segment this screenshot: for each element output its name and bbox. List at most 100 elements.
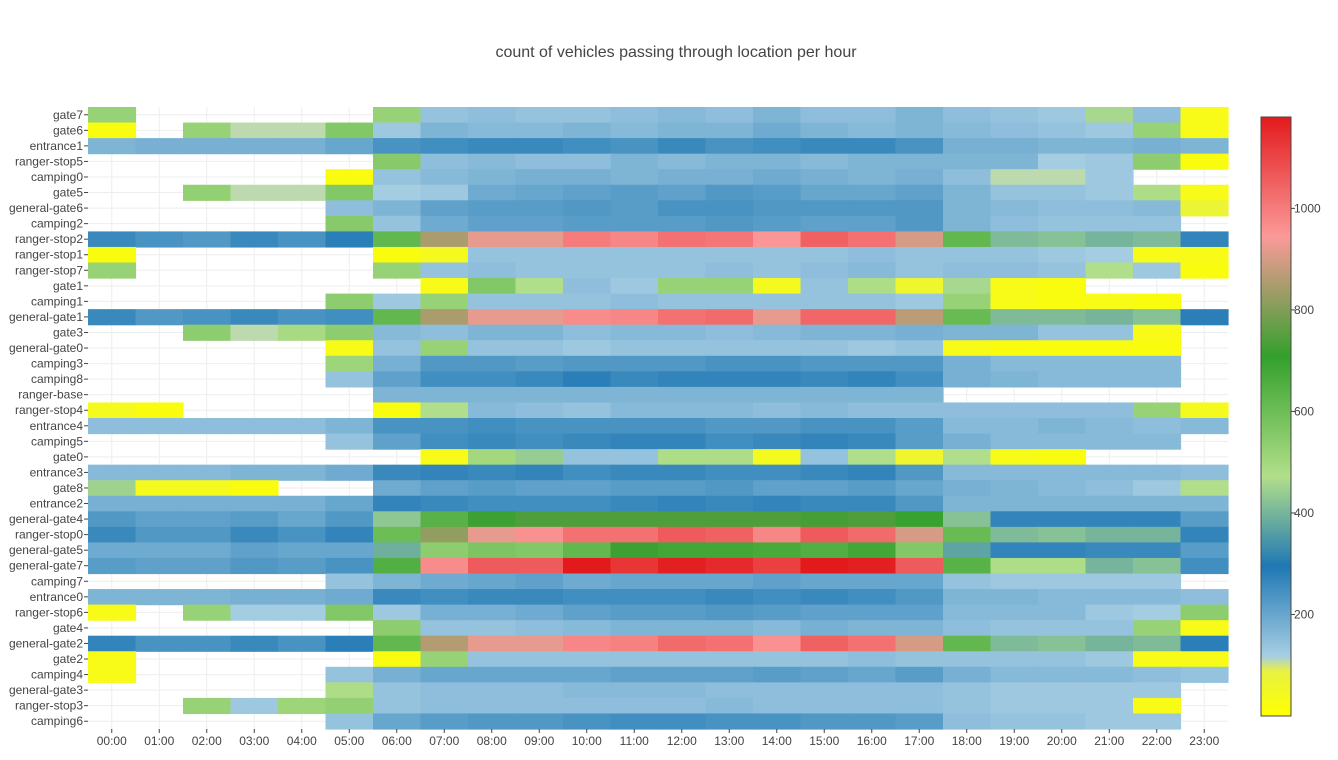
heatmap-cell [563, 433, 612, 450]
heatmap-cell [1038, 526, 1087, 543]
heatmap-cell [135, 495, 184, 512]
heatmap-cell [990, 246, 1039, 264]
heatmap-cell [753, 122, 802, 139]
heatmap-cell [943, 542, 992, 559]
heatmap-cell [88, 138, 137, 155]
heatmap-cell [895, 589, 944, 606]
heatmap-cell [990, 200, 1039, 217]
heatmap-cell [1085, 682, 1134, 699]
heatmap-cell [895, 153, 944, 170]
heatmap-cell [230, 464, 279, 481]
heatmap-cell [610, 355, 659, 372]
heatmap-cell [88, 526, 137, 543]
heatmap-cell [515, 495, 564, 512]
heatmap-cell [753, 620, 802, 637]
heatmap-cell [468, 589, 517, 606]
y-tick-label: general-gate6 [9, 201, 83, 215]
heatmap-cell [943, 371, 992, 388]
heatmap-cell [278, 589, 327, 606]
heatmap-cell [135, 589, 184, 606]
heatmap-cell [230, 526, 279, 543]
heatmap-cell [420, 573, 469, 590]
heatmap-cell [1038, 231, 1087, 248]
heatmap-cell [990, 511, 1039, 528]
heatmap-cell [990, 138, 1039, 155]
heatmap-cell [468, 651, 517, 668]
heatmap-cell [563, 480, 612, 497]
heatmap-cell [325, 542, 374, 559]
heatmap-cell [468, 340, 517, 357]
heatmap-cell [325, 635, 374, 652]
heatmap-cell [848, 293, 897, 310]
heatmap-cell [1180, 107, 1229, 124]
heatmap-cell [278, 542, 327, 559]
heatmap-cell [373, 169, 422, 186]
heatmap-cell [943, 433, 992, 450]
heatmap-cell [420, 246, 469, 264]
heatmap-cell [563, 682, 612, 699]
heatmap-cell [753, 589, 802, 606]
heatmap-cell [1085, 433, 1134, 450]
heatmap-cell [658, 324, 707, 341]
y-tick-label: ranger-stop5 [15, 154, 83, 168]
heatmap-cell [1180, 495, 1229, 512]
heatmap-cell [800, 464, 849, 481]
heatmap-cell [610, 666, 659, 683]
heatmap-cell [563, 278, 612, 295]
heatmap-cell [610, 620, 659, 637]
heatmap-cell [610, 309, 659, 326]
heatmap-cell [1038, 153, 1087, 170]
heatmap-cell [990, 557, 1039, 575]
heatmap-cell [420, 620, 469, 637]
heatmap-cell [610, 495, 659, 512]
heatmap-cell [183, 589, 232, 606]
heatmap-cell [990, 666, 1039, 683]
y-tick-label: gate1 [53, 279, 83, 293]
heatmap-cell [610, 604, 659, 621]
heatmap-cell [373, 635, 422, 652]
heatmap-cell [943, 713, 992, 730]
heatmap-cell [325, 231, 374, 248]
heatmap-cell [1133, 371, 1182, 388]
heatmap-cell [943, 153, 992, 170]
heatmap-cell [135, 402, 184, 419]
heatmap-cell [515, 402, 564, 419]
heatmap-cell [1133, 262, 1182, 279]
heatmap-cell [135, 557, 184, 575]
heatmap-cell [1085, 246, 1134, 264]
heatmap-cell [88, 246, 137, 264]
heatmap-cell [515, 511, 564, 528]
heatmap-cell [420, 355, 469, 372]
heatmap-cell [610, 697, 659, 715]
heatmap-cell [1038, 433, 1087, 450]
heatmap-cell [88, 402, 137, 419]
heatmap-cell [610, 184, 659, 201]
heatmap-cell [895, 309, 944, 326]
heatmap-cell [753, 635, 802, 652]
heatmap-cell [420, 309, 469, 326]
heatmap-cell [563, 215, 612, 232]
heatmap-cell [800, 511, 849, 528]
heatmap-cell [1038, 371, 1087, 388]
heatmap-cell [943, 449, 992, 466]
heatmap-cell [468, 122, 517, 139]
heatmap-cell [325, 604, 374, 621]
heatmap-cell [990, 526, 1039, 543]
heatmap-cell [800, 433, 849, 450]
heatmap-cell [278, 511, 327, 528]
heatmap-cell [943, 138, 992, 155]
heatmap-cell [420, 682, 469, 699]
heatmap-cell [990, 480, 1039, 497]
heatmap-cell [373, 293, 422, 310]
heatmap-cell [373, 262, 422, 279]
heatmap-cell [943, 666, 992, 683]
x-tick-label: 23:00 [1189, 734, 1219, 748]
heatmap-cell [848, 542, 897, 559]
heatmap-cell [705, 542, 754, 559]
heatmap-cell [990, 231, 1039, 248]
heatmap-cell [373, 697, 422, 715]
heatmap-cell [325, 557, 374, 575]
heatmap-cell [1180, 153, 1229, 170]
heatmap-cell [515, 138, 564, 155]
heatmap-cell [278, 495, 327, 512]
